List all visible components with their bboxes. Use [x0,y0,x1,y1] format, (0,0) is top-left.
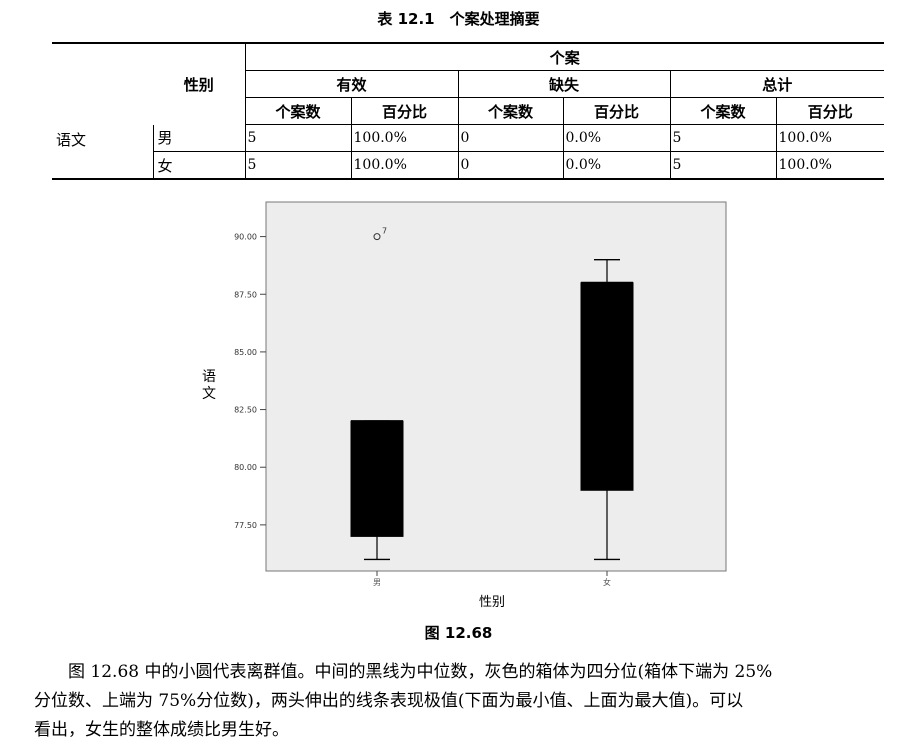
case-summary-table: 性别 个案 有效 缺失 总计 个案数 百分比 个案数 百分比 个案数 百分比 语… [52,42,884,180]
box-plot-chart: 77.50 80.00 82.50 85.00 87.50 90.00 语文 7 男 女性别 [202,201,727,610]
cell-valid-count: 5 [244,124,351,152]
cell-valid-percent: 100.0% [350,151,458,179]
y-axis-label: 文 [202,386,216,402]
y-tick-label: 85.00 [234,348,257,357]
cell-gender: 男 [152,124,245,152]
x-tick-label: 男 [373,578,381,587]
cell-missing-percent: 0.0% [562,151,670,179]
x-tick-label: 女 [603,577,611,587]
y-tick-label: 82.50 [234,406,257,415]
header-corner [52,43,153,125]
x-axis-label: 性别 [479,595,505,610]
cell-total-count: 5 [669,151,776,179]
header-missing: 缺失 [457,70,670,98]
header-missing-percent: 百分比 [562,97,670,125]
paragraph-line: 分位数、上端为 75%分位数)，两头伸出的线条表现极值(下面为最小值、上面为最大… [34,691,744,711]
figure-caption: 图 12.68 [424,624,493,642]
table-row: 语文 男 5 100.0% 0 0.0% 5 100.0% [52,124,884,152]
header-valid-percent: 百分比 [350,97,458,125]
header-total-count: 个案数 [669,97,776,125]
cell-valid-percent: 100.0% [350,124,458,152]
outlier-label: 7 [382,227,387,236]
row-label-subject: 语文 [56,130,87,149]
header-valid-count: 个案数 [244,97,351,125]
y-tick-label: 77.50 [234,521,257,530]
y-tick-label: 87.50 [234,290,257,299]
cell-gender: 女 [152,151,245,179]
cell-total-percent: 100.0% [775,124,884,152]
header-missing-count: 个案数 [457,97,563,125]
header-total: 总计 [669,70,884,98]
cell-total-percent: 100.0% [775,151,884,179]
header-total-percent: 百分比 [775,97,884,125]
table-row: 女 5 100.0% 0 0.0% 5 100.0% [52,151,884,179]
cell-valid-count: 5 [244,151,351,179]
y-axis-label: 语 [202,369,216,385]
header-gender: 性别 [183,75,214,94]
cell-missing-count: 0 [457,124,563,152]
header-cases: 个案 [244,43,884,71]
paragraph-line: 看出，女生的整体成绩比男生好。 [34,720,289,740]
table-caption: 表 12.1 个案处理摘要 [377,10,540,28]
box-iqr [350,420,404,537]
y-tick-label: 80.00 [234,463,257,472]
box-iqr [580,282,634,491]
cell-missing-percent: 0.0% [562,124,670,152]
y-tick-label: 90.00 [234,233,257,242]
plot-area [265,201,727,572]
body-paragraph: 图 12.68 中的小圆代表离群值。中间的黑线为中位数，灰色的箱体为四分位(箱体… [34,658,906,745]
cell-missing-count: 0 [457,151,563,179]
header-valid: 有效 [244,70,458,98]
outlier-point [373,233,381,241]
paragraph-line: 图 12.68 中的小圆代表离群值。中间的黑线为中位数，灰色的箱体为四分位(箱体… [68,662,773,682]
cell-total-count: 5 [669,124,776,152]
